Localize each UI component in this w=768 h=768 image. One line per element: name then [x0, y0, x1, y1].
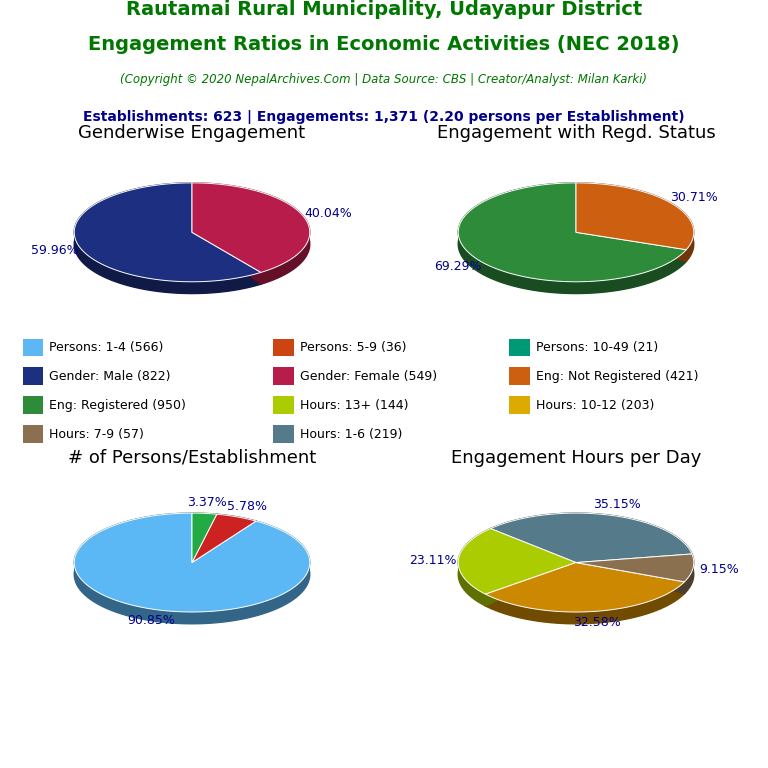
Text: Persons: 10-49 (21): Persons: 10-49 (21) — [536, 341, 658, 354]
Polygon shape — [192, 515, 217, 562]
Polygon shape — [576, 554, 692, 566]
Polygon shape — [74, 183, 261, 282]
Text: Hours: 13+ (144): Hours: 13+ (144) — [300, 399, 409, 412]
Polygon shape — [576, 554, 694, 582]
Polygon shape — [74, 513, 310, 624]
Text: 3.37%: 3.37% — [187, 496, 227, 509]
FancyBboxPatch shape — [23, 368, 43, 386]
Polygon shape — [485, 582, 684, 624]
Text: 40.04%: 40.04% — [305, 207, 353, 220]
Text: Gender: Female (549): Gender: Female (549) — [300, 370, 437, 383]
FancyBboxPatch shape — [273, 339, 294, 356]
Text: 69.29%: 69.29% — [434, 260, 482, 273]
Text: 90.85%: 90.85% — [127, 614, 175, 627]
Text: Engagement Ratios in Economic Activities (NEC 2018): Engagement Ratios in Economic Activities… — [88, 35, 680, 55]
Polygon shape — [192, 513, 217, 562]
FancyBboxPatch shape — [509, 339, 530, 356]
Text: Hours: 7-9 (57): Hours: 7-9 (57) — [49, 428, 144, 441]
Polygon shape — [458, 528, 491, 606]
Text: Hours: 1-6 (219): Hours: 1-6 (219) — [300, 428, 402, 441]
Polygon shape — [217, 515, 256, 533]
Polygon shape — [192, 232, 261, 284]
Polygon shape — [576, 554, 692, 566]
Text: Gender: Male (822): Gender: Male (822) — [49, 370, 170, 383]
Polygon shape — [192, 183, 310, 273]
Polygon shape — [576, 562, 684, 594]
Text: Eng: Not Registered (421): Eng: Not Registered (421) — [536, 370, 698, 383]
FancyBboxPatch shape — [23, 396, 43, 414]
Text: 9.15%: 9.15% — [699, 563, 739, 576]
Text: 23.11%: 23.11% — [409, 554, 456, 567]
Polygon shape — [491, 528, 576, 562]
Polygon shape — [192, 513, 217, 526]
Polygon shape — [192, 183, 310, 284]
Polygon shape — [192, 521, 256, 562]
Title: Engagement Hours per Day: Engagement Hours per Day — [451, 449, 701, 467]
Polygon shape — [74, 183, 261, 293]
Polygon shape — [458, 528, 576, 594]
FancyBboxPatch shape — [509, 368, 530, 386]
FancyBboxPatch shape — [23, 339, 43, 356]
FancyBboxPatch shape — [273, 425, 294, 443]
Text: 30.71%: 30.71% — [670, 191, 718, 204]
Polygon shape — [458, 183, 687, 293]
Text: 35.15%: 35.15% — [594, 498, 641, 511]
Text: Persons: 5-9 (36): Persons: 5-9 (36) — [300, 341, 406, 354]
Polygon shape — [192, 521, 256, 562]
Text: (Copyright © 2020 NepalArchives.Com | Data Source: CBS | Creator/Analyst: Milan : (Copyright © 2020 NepalArchives.Com | Da… — [121, 73, 647, 85]
Title: Genderwise Engagement: Genderwise Engagement — [78, 124, 306, 142]
Text: Eng: Registered (950): Eng: Registered (950) — [49, 399, 186, 412]
Text: Rautamai Rural Municipality, Udayapur District: Rautamai Rural Municipality, Udayapur Di… — [126, 0, 642, 19]
FancyBboxPatch shape — [273, 368, 294, 386]
Text: Hours: 10-12 (203): Hours: 10-12 (203) — [536, 399, 654, 412]
Polygon shape — [192, 515, 256, 562]
Polygon shape — [192, 515, 217, 562]
Polygon shape — [485, 562, 576, 606]
Text: Persons: 1-4 (566): Persons: 1-4 (566) — [49, 341, 164, 354]
FancyBboxPatch shape — [273, 396, 294, 414]
Polygon shape — [458, 183, 687, 282]
Text: 59.96%: 59.96% — [31, 244, 79, 257]
Polygon shape — [576, 562, 684, 594]
Title: # of Persons/Establishment: # of Persons/Establishment — [68, 449, 316, 467]
Polygon shape — [192, 232, 261, 284]
Polygon shape — [684, 554, 694, 594]
Polygon shape — [491, 513, 692, 566]
Text: 32.58%: 32.58% — [573, 616, 621, 629]
Polygon shape — [485, 562, 576, 606]
Polygon shape — [576, 232, 687, 261]
Polygon shape — [491, 528, 576, 562]
Polygon shape — [491, 513, 692, 562]
Text: Establishments: 623 | Engagements: 1,371 (2.20 persons per Establishment): Establishments: 623 | Engagements: 1,371… — [83, 110, 685, 124]
FancyBboxPatch shape — [23, 425, 43, 443]
Polygon shape — [485, 562, 684, 612]
Polygon shape — [576, 232, 687, 261]
Text: 5.78%: 5.78% — [227, 500, 267, 513]
Title: Engagement with Regd. Status: Engagement with Regd. Status — [437, 124, 715, 142]
Polygon shape — [74, 513, 310, 612]
Polygon shape — [576, 183, 694, 250]
FancyBboxPatch shape — [509, 396, 530, 414]
Polygon shape — [576, 183, 694, 261]
